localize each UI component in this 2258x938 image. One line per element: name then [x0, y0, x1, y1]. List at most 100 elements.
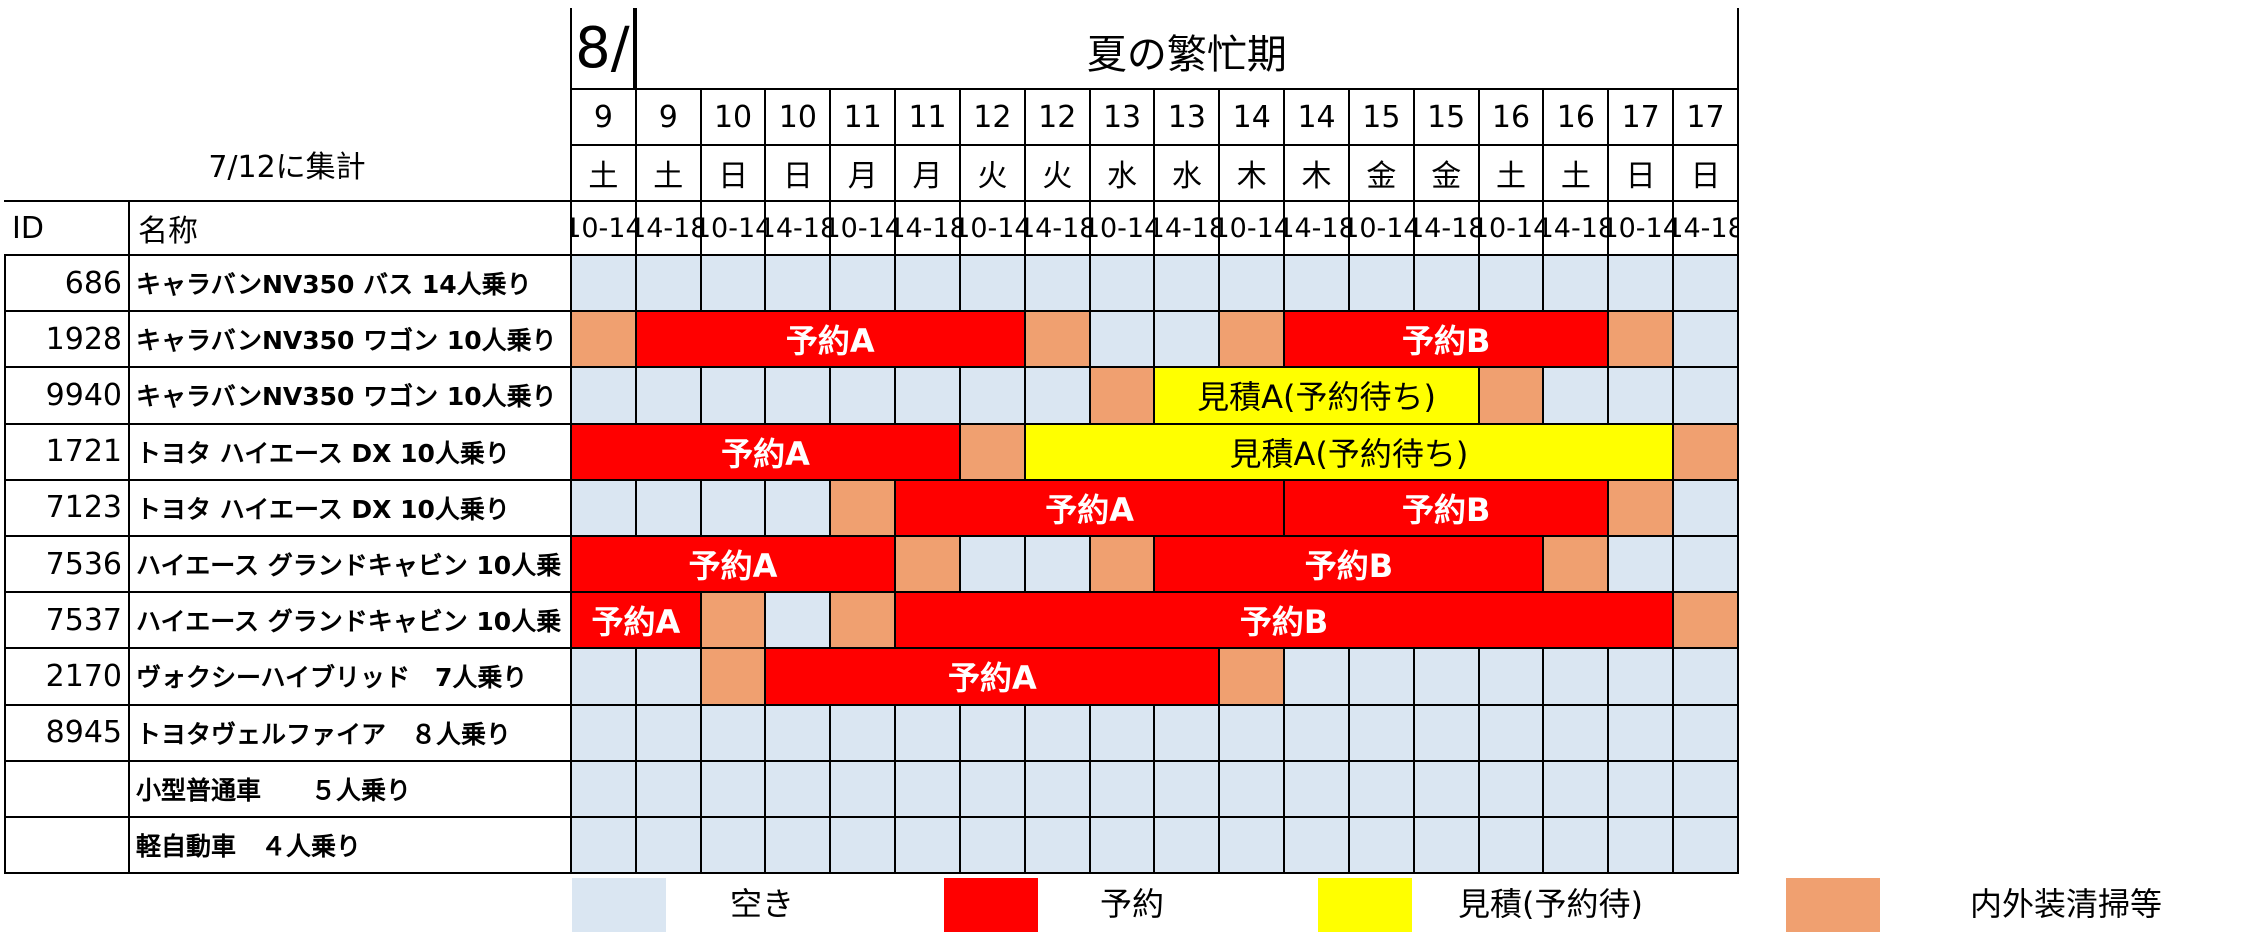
empty-slot[interactable] [1220, 818, 1286, 875]
empty-slot[interactable] [1285, 649, 1350, 706]
empty-slot[interactable] [1025, 256, 1091, 313]
empty-slot[interactable] [1349, 705, 1415, 762]
empty-slot[interactable] [1544, 649, 1610, 706]
empty-slot[interactable] [1609, 818, 1675, 875]
cleaning-slot[interactable] [1220, 649, 1286, 706]
empty-slot[interactable] [1155, 256, 1221, 313]
empty-slot[interactable] [572, 818, 637, 875]
cleaning-slot[interactable] [896, 537, 961, 594]
empty-slot[interactable] [1674, 312, 1739, 369]
empty-slot[interactable] [701, 818, 767, 875]
empty-slot[interactable] [1674, 256, 1739, 313]
empty-slot[interactable] [1674, 761, 1739, 818]
empty-slot[interactable] [1090, 761, 1156, 818]
reservation-block[interactable]: 予約A [766, 649, 1221, 706]
empty-slot[interactable] [1609, 256, 1675, 313]
empty-slot[interactable] [831, 705, 897, 762]
empty-slot[interactable] [1349, 761, 1415, 818]
empty-slot[interactable] [636, 368, 702, 425]
empty-slot[interactable] [636, 818, 702, 875]
empty-slot[interactable] [1544, 705, 1610, 762]
empty-slot[interactable] [1025, 761, 1091, 818]
empty-slot[interactable] [636, 705, 702, 762]
empty-slot[interactable] [701, 480, 767, 537]
reservation-block[interactable]: 予約A [572, 537, 897, 594]
empty-slot[interactable] [1349, 818, 1415, 875]
empty-slot[interactable] [1544, 368, 1610, 425]
empty-slot[interactable] [766, 593, 832, 650]
empty-slot[interactable] [572, 649, 637, 706]
cleaning-slot[interactable] [1220, 312, 1286, 369]
empty-slot[interactable] [960, 256, 1026, 313]
empty-slot[interactable] [766, 818, 832, 875]
empty-slot[interactable] [572, 256, 637, 313]
empty-slot[interactable] [1414, 705, 1480, 762]
empty-slot[interactable] [960, 705, 1026, 762]
empty-slot[interactable] [1025, 818, 1091, 875]
empty-slot[interactable] [1090, 818, 1156, 875]
cleaning-slot[interactable] [1090, 537, 1156, 594]
empty-slot[interactable] [636, 256, 702, 313]
reservation-block[interactable]: 予約B [1155, 537, 1545, 594]
cleaning-slot[interactable] [701, 593, 767, 650]
empty-slot[interactable] [572, 480, 637, 537]
empty-slot[interactable] [960, 537, 1026, 594]
empty-slot[interactable] [636, 649, 702, 706]
empty-slot[interactable] [572, 761, 637, 818]
empty-slot[interactable] [1155, 312, 1221, 369]
empty-slot[interactable] [1479, 761, 1545, 818]
cleaning-slot[interactable] [1479, 368, 1545, 425]
empty-slot[interactable] [1479, 256, 1545, 313]
empty-slot[interactable] [1414, 256, 1480, 313]
empty-slot[interactable] [1609, 761, 1675, 818]
empty-slot[interactable] [896, 705, 961, 762]
empty-slot[interactable] [831, 818, 897, 875]
empty-slot[interactable] [572, 705, 637, 762]
cleaning-slot[interactable] [831, 593, 897, 650]
empty-slot[interactable] [896, 256, 961, 313]
cleaning-slot[interactable] [1609, 312, 1675, 369]
empty-slot[interactable] [1090, 256, 1156, 313]
empty-slot[interactable] [766, 761, 832, 818]
empty-slot[interactable] [896, 368, 961, 425]
cleaning-slot[interactable] [831, 480, 897, 537]
empty-slot[interactable] [1609, 537, 1675, 594]
cleaning-slot[interactable] [1609, 480, 1675, 537]
empty-slot[interactable] [831, 761, 897, 818]
empty-slot[interactable] [766, 368, 832, 425]
empty-slot[interactable] [1349, 256, 1415, 313]
empty-slot[interactable] [1025, 705, 1091, 762]
empty-slot[interactable] [960, 368, 1026, 425]
empty-slot[interactable] [766, 480, 832, 537]
cleaning-slot[interactable] [701, 649, 767, 706]
empty-slot[interactable] [896, 761, 961, 818]
empty-slot[interactable] [1155, 761, 1221, 818]
cleaning-slot[interactable] [1674, 424, 1739, 481]
empty-slot[interactable] [1544, 818, 1610, 875]
empty-slot[interactable] [572, 368, 637, 425]
empty-slot[interactable] [701, 705, 767, 762]
empty-slot[interactable] [1285, 705, 1350, 762]
cleaning-slot[interactable] [1025, 312, 1091, 369]
empty-slot[interactable] [1155, 705, 1221, 762]
empty-slot[interactable] [1025, 368, 1091, 425]
empty-slot[interactable] [636, 480, 702, 537]
empty-slot[interactable] [831, 256, 897, 313]
empty-slot[interactable] [1285, 761, 1350, 818]
empty-slot[interactable] [1414, 761, 1480, 818]
empty-slot[interactable] [1479, 818, 1545, 875]
empty-slot[interactable] [1090, 705, 1156, 762]
empty-slot[interactable] [1155, 818, 1221, 875]
empty-slot[interactable] [1674, 705, 1739, 762]
empty-slot[interactable] [896, 818, 961, 875]
cleaning-slot[interactable] [572, 312, 637, 369]
empty-slot[interactable] [1674, 649, 1739, 706]
reservation-block[interactable]: 予約B [896, 593, 1675, 650]
reservation-block[interactable]: 予約A [896, 480, 1286, 537]
empty-slot[interactable] [1220, 761, 1286, 818]
empty-slot[interactable] [636, 761, 702, 818]
empty-slot[interactable] [1609, 649, 1675, 706]
empty-slot[interactable] [1609, 368, 1675, 425]
empty-slot[interactable] [1220, 705, 1286, 762]
empty-slot[interactable] [1414, 818, 1480, 875]
